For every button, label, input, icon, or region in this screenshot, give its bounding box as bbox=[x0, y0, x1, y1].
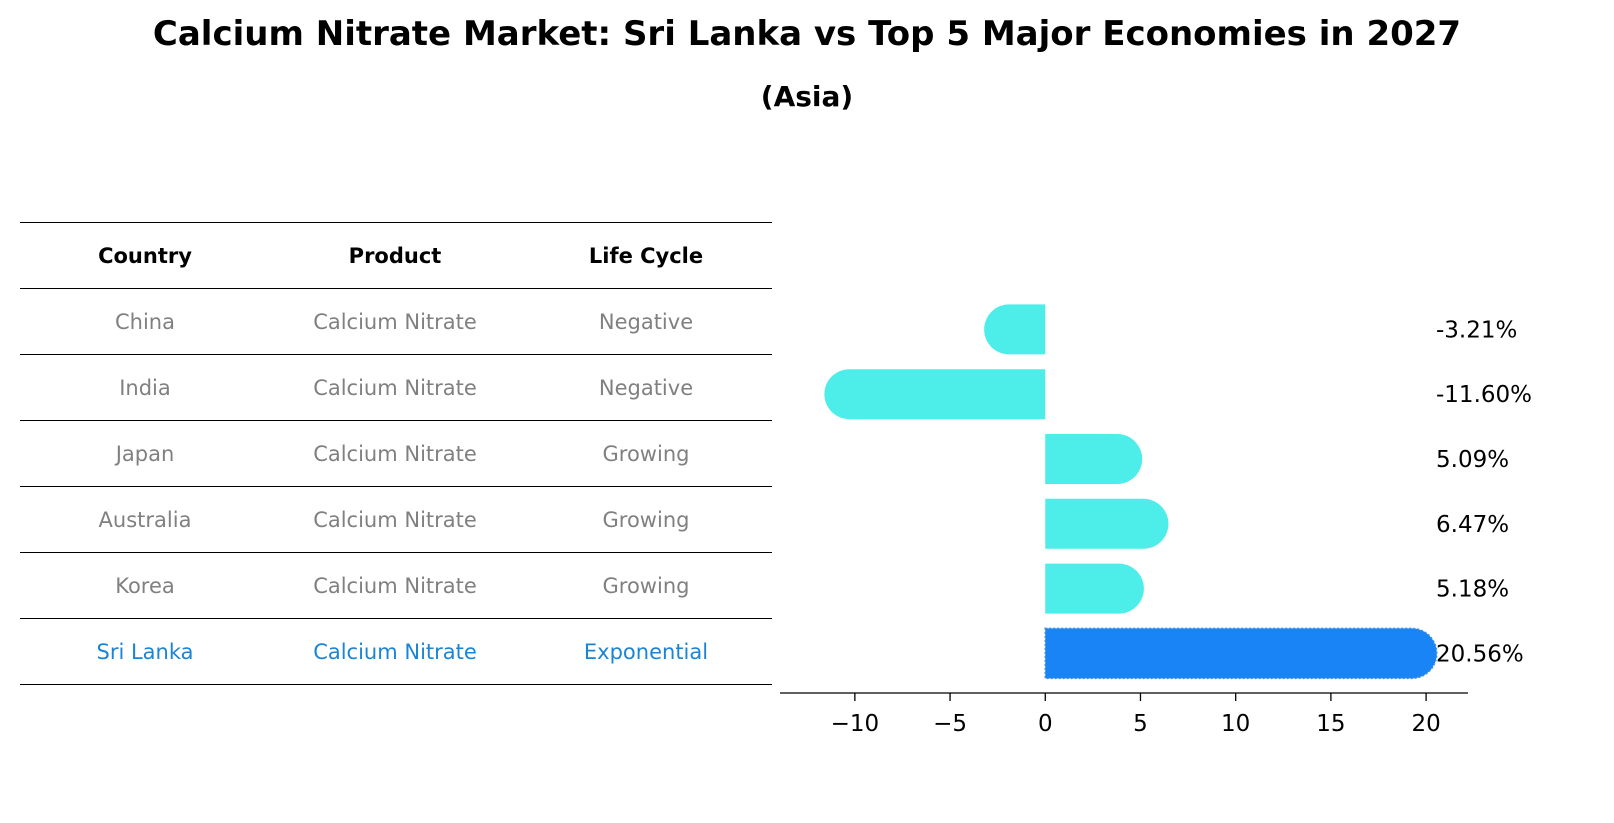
value-label: 5.18% bbox=[1436, 577, 1509, 603]
country-cell: Sri Lanka bbox=[20, 618, 270, 685]
bar-chart: -3.21% -11.60% 5.09% 6.47% 5.18% 20.56% −10 −5 0… bbox=[780, 304, 1532, 737]
x-tick-label: −5 bbox=[933, 711, 967, 737]
product-cell: Calcium Nitrate bbox=[270, 552, 520, 619]
bar-korea bbox=[1045, 563, 1144, 614]
x-tick-label: 10 bbox=[1221, 711, 1250, 737]
header-country: Country bbox=[20, 222, 270, 289]
table-row: India Calcium Nitrate Negative bbox=[20, 354, 772, 421]
bar-australia bbox=[1045, 498, 1169, 549]
product-cell: Calcium Nitrate bbox=[270, 288, 520, 355]
table-row-highlight: Sri Lanka Calcium Nitrate Exponential bbox=[20, 618, 772, 685]
table-row: Japan Calcium Nitrate Growing bbox=[20, 420, 772, 487]
chart-subtitle: (Asia) bbox=[760, 80, 854, 113]
life-cycle-cell: Growing bbox=[520, 486, 772, 553]
life-cycle-cell: Exponential bbox=[520, 618, 772, 685]
x-tick-label: 0 bbox=[1038, 711, 1053, 737]
life-cycle-cell: Negative bbox=[520, 354, 772, 421]
value-label: -11.60% bbox=[1436, 382, 1532, 408]
country-table: Country Product Life Cycle China Calcium… bbox=[20, 222, 772, 685]
country-cell: Japan bbox=[20, 420, 270, 487]
country-cell: Korea bbox=[20, 552, 270, 619]
header-life-cycle: Life Cycle bbox=[520, 222, 772, 289]
product-cell: Calcium Nitrate bbox=[270, 618, 520, 685]
table-row: China Calcium Nitrate Negative bbox=[20, 288, 772, 355]
x-tick-label: 15 bbox=[1316, 711, 1345, 737]
table-row: Korea Calcium Nitrate Growing bbox=[20, 552, 772, 619]
product-cell: Calcium Nitrate bbox=[270, 354, 520, 421]
bar-china bbox=[984, 304, 1046, 355]
value-label: 6.47% bbox=[1436, 512, 1509, 538]
life-cycle-cell: Growing bbox=[520, 552, 772, 619]
bar-japan bbox=[1045, 434, 1143, 484]
table-header-row: Country Product Life Cycle bbox=[20, 222, 772, 289]
life-cycle-cell: Growing bbox=[520, 420, 772, 487]
chart-title: Calcium Nitrate Market: Sri Lanka vs Top… bbox=[152, 14, 1462, 54]
value-label: 20.56% bbox=[1436, 641, 1524, 667]
table-row: Australia Calcium Nitrate Growing bbox=[20, 486, 772, 553]
life-cycle-cell: Negative bbox=[520, 288, 772, 355]
x-tick-label: 20 bbox=[1411, 711, 1440, 737]
bar-sri-lanka bbox=[1044, 627, 1438, 680]
value-label: -3.21% bbox=[1436, 317, 1517, 343]
country-cell: China bbox=[20, 288, 270, 355]
value-label: 5.09% bbox=[1436, 447, 1509, 473]
x-tick-label: −10 bbox=[831, 711, 880, 737]
bar-india bbox=[824, 369, 1046, 420]
country-cell: India bbox=[20, 354, 270, 421]
product-cell: Calcium Nitrate bbox=[270, 486, 520, 553]
x-tick-label: 5 bbox=[1133, 711, 1148, 737]
country-cell: Australia bbox=[20, 486, 270, 553]
header-product: Product bbox=[270, 222, 520, 289]
product-cell: Calcium Nitrate bbox=[270, 420, 520, 487]
